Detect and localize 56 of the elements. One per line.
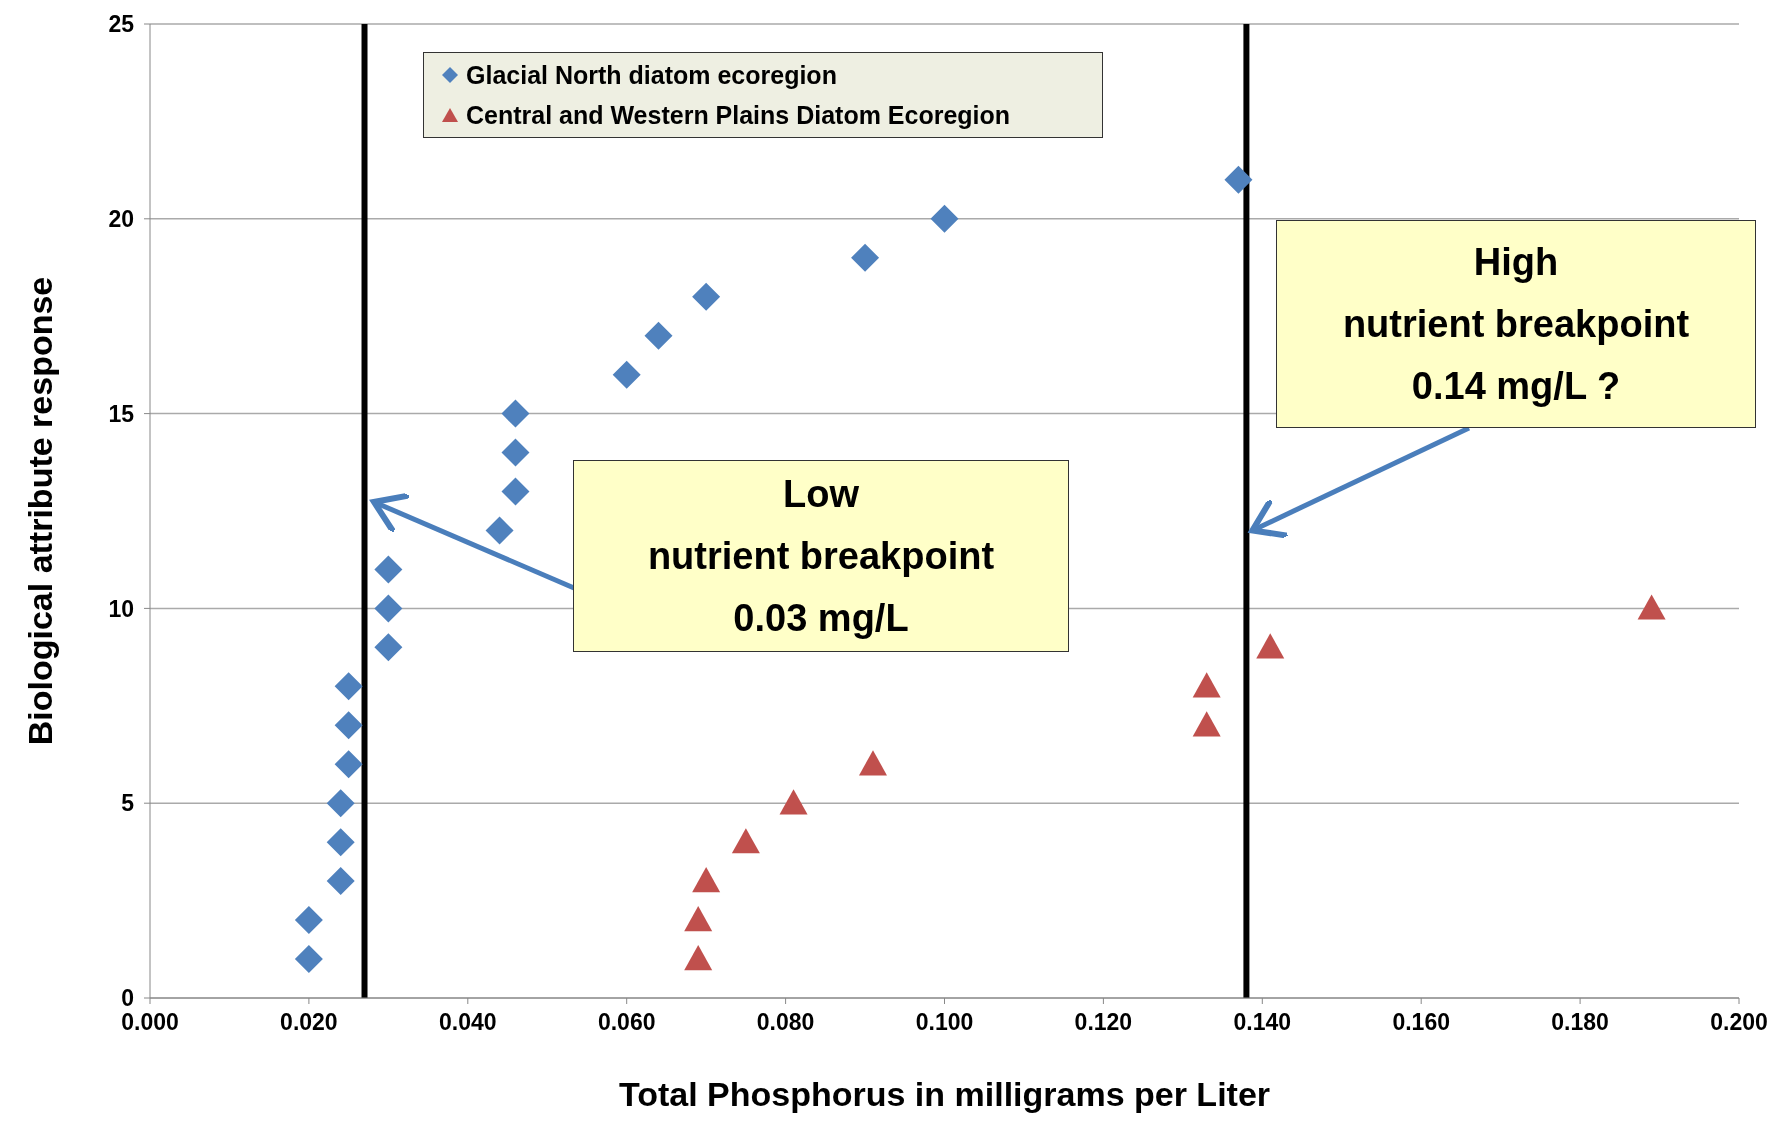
point bbox=[501, 477, 530, 506]
point bbox=[930, 204, 959, 233]
point bbox=[779, 789, 808, 815]
point bbox=[1192, 672, 1221, 698]
point bbox=[501, 399, 530, 428]
point bbox=[851, 243, 880, 272]
x-tick-label: 0.040 bbox=[439, 1009, 497, 1036]
point bbox=[334, 711, 363, 740]
point bbox=[374, 594, 403, 623]
callout-box: Low nutrient breakpoint 0.03 mg/L bbox=[573, 460, 1069, 652]
y-tick-label: 20 bbox=[108, 205, 134, 232]
point bbox=[501, 438, 530, 467]
x-tick-label: 0.060 bbox=[597, 1009, 656, 1036]
point bbox=[1192, 711, 1221, 737]
x-tick-label: 0.180 bbox=[1551, 1009, 1609, 1036]
x-tick-label: 0.200 bbox=[1710, 1009, 1768, 1036]
point bbox=[326, 867, 355, 896]
point bbox=[294, 945, 323, 974]
x-axis-title: Total Phosphorus in milligrams per Liter bbox=[618, 1075, 1271, 1113]
point bbox=[1637, 594, 1666, 620]
y-tick-label: 0 bbox=[121, 985, 134, 1012]
point bbox=[858, 750, 887, 776]
point bbox=[374, 555, 403, 584]
point bbox=[692, 282, 721, 311]
point bbox=[294, 906, 323, 935]
y-tick-label: 5 bbox=[121, 790, 135, 817]
point bbox=[334, 672, 363, 701]
y-tick-label: 10 bbox=[108, 595, 134, 622]
point bbox=[326, 828, 355, 857]
callout-box: High nutrient breakpoint 0.14 mg/L ? bbox=[1276, 220, 1756, 428]
point bbox=[684, 945, 713, 971]
annotation: Low nutrient breakpoint 0.03 mg/L bbox=[647, 472, 995, 641]
x-tick-label: 0.160 bbox=[1392, 1009, 1450, 1036]
legend-label: Central and Western Plains Diatom Ecoregion bbox=[466, 100, 1011, 131]
legend-label: Glacial North diatom ecoregion bbox=[466, 60, 837, 91]
x-tick-label: 0.000 bbox=[121, 1009, 179, 1036]
point bbox=[1256, 633, 1285, 659]
point bbox=[326, 789, 355, 818]
y-tick-label: 25 bbox=[108, 11, 135, 38]
point bbox=[485, 516, 514, 545]
y-axis-title: Biological attribute response bbox=[21, 276, 60, 746]
x-tick-label: 0.020 bbox=[280, 1009, 338, 1036]
point bbox=[334, 750, 363, 779]
point bbox=[1224, 165, 1253, 194]
x-tick-label: 0.080 bbox=[756, 1009, 815, 1036]
point bbox=[731, 828, 760, 854]
point bbox=[692, 867, 721, 893]
x-tick-label: 0.120 bbox=[1074, 1009, 1133, 1036]
x-tick-label: 0.100 bbox=[915, 1009, 974, 1036]
y-tick-label: 15 bbox=[108, 400, 135, 427]
x-tick-label: 0.140 bbox=[1233, 1009, 1292, 1036]
point bbox=[612, 360, 641, 389]
point bbox=[374, 633, 403, 662]
annotation: High nutrient breakpoint 0.14 mg/L ? bbox=[1342, 240, 1690, 409]
point bbox=[644, 321, 673, 350]
point bbox=[684, 906, 713, 932]
